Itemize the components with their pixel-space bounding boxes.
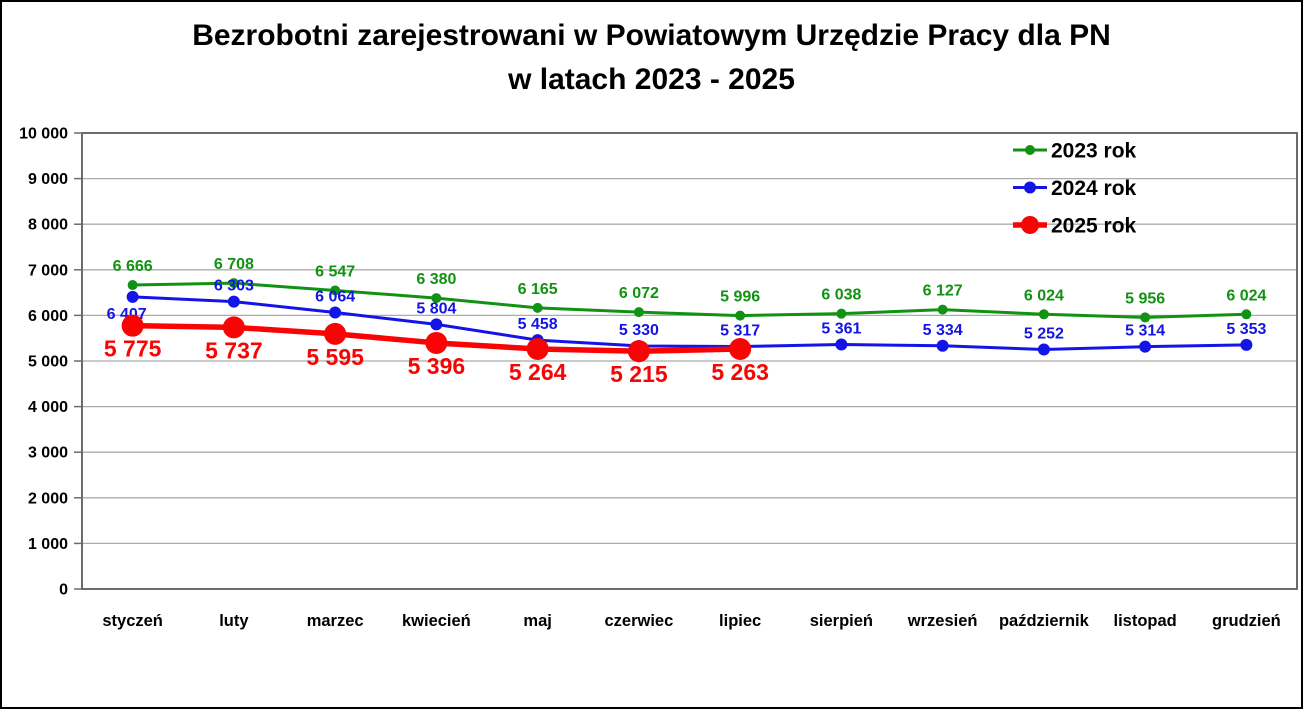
y-axis-label: 7 000 (28, 262, 68, 279)
data-point (324, 322, 347, 345)
data-label: 5 996 (720, 289, 760, 306)
data-label: 6 024 (1226, 287, 1266, 304)
data-point (121, 314, 144, 337)
data-label: 5 804 (416, 300, 456, 317)
data-label: 5 396 (408, 353, 466, 379)
plot-border (81, 132, 1298, 590)
x-axis-label: kwiecień (402, 612, 471, 630)
data-point (330, 285, 341, 296)
series-line-2023-rok (132, 281, 1247, 319)
data-point (532, 302, 543, 313)
data-point (1241, 309, 1252, 320)
data-point (430, 318, 443, 331)
data-point (836, 308, 847, 319)
data-label: 6 072 (619, 285, 659, 302)
x-axis-label: styczeń (102, 612, 163, 630)
data-label: 5 314 (1125, 323, 1165, 340)
x-axis-label: listopad (1113, 612, 1176, 630)
data-label: 6 380 (416, 271, 456, 288)
data-label: 6 165 (518, 281, 558, 298)
chart-title-line1: Bezrobotni zarejestrowani w Powiatowym U… (192, 19, 1111, 52)
chart-title-line2: w latach 2023 - 2025 (508, 63, 795, 96)
legend-marker (1021, 216, 1039, 234)
legend-label: 2023 rok (1051, 140, 1137, 163)
data-label: 6 666 (113, 258, 153, 275)
legend-marker (1025, 145, 1035, 155)
data-label: 5 353 (1226, 321, 1266, 338)
data-label: 5 361 (821, 321, 861, 338)
data-label: 5 595 (306, 344, 364, 370)
data-point (937, 304, 948, 315)
y-axis-label: 1 000 (28, 536, 68, 553)
data-label: 5 775 (104, 336, 162, 362)
x-axis-label: marzec (307, 612, 364, 630)
data-label: 6 064 (315, 288, 355, 305)
data-label: 5 334 (923, 322, 963, 339)
data-label: 6 547 (315, 263, 355, 280)
x-axis-label: grudzień (1212, 612, 1281, 630)
data-point (627, 340, 650, 363)
data-point (228, 278, 239, 289)
data-label: 6 127 (923, 283, 963, 300)
data-label: 6 024 (1024, 287, 1064, 304)
data-label: 5 956 (1125, 290, 1165, 307)
x-axis-label: sierpień (810, 612, 873, 630)
data-point (526, 337, 549, 360)
data-point (936, 339, 949, 352)
data-label: 5 737 (205, 337, 263, 363)
legend-label: 2024 rok (1051, 177, 1137, 200)
data-point (735, 310, 746, 321)
x-axis-label: wrzesień (907, 612, 978, 630)
data-point (425, 331, 448, 354)
data-label: 5 330 (619, 322, 659, 339)
data-label: 6 038 (821, 287, 861, 304)
y-axis-label: 6 000 (28, 308, 68, 325)
y-axis-label: 0 (59, 582, 68, 599)
data-point (127, 280, 138, 291)
data-label: 6 303 (214, 278, 254, 295)
legend-label: 2025 rok (1051, 215, 1137, 238)
data-point (1139, 340, 1152, 353)
data-point (1037, 343, 1050, 356)
data-point (633, 307, 644, 318)
y-axis-label: 9 000 (28, 171, 68, 188)
y-axis-label: 2 000 (28, 490, 68, 507)
data-point (835, 338, 848, 351)
data-point (126, 290, 139, 303)
x-axis-label: luty (219, 612, 249, 630)
data-label: 5 252 (1024, 326, 1064, 343)
data-label: 6 708 (214, 256, 254, 273)
x-axis-label: czerwiec (604, 612, 673, 630)
data-point (227, 295, 240, 308)
y-axis-label: 3 000 (28, 445, 68, 462)
data-label: 5 458 (518, 316, 558, 333)
data-point (431, 293, 442, 304)
chart-title: Bezrobotni zarejestrowani w Powiatowym U… (2, 14, 1301, 102)
y-axis-label: 10 000 (19, 126, 68, 143)
x-axis-label: październik (999, 612, 1090, 630)
data-point (729, 338, 752, 361)
x-axis-label: maj (523, 612, 551, 630)
data-label: 5 263 (711, 359, 769, 385)
data-point (329, 306, 342, 319)
y-axis-label: 8 000 (28, 217, 68, 234)
data-point (1140, 312, 1151, 323)
data-label: 5 215 (610, 361, 668, 387)
data-label: 5 264 (509, 359, 567, 385)
data-point (1240, 338, 1253, 351)
data-point (222, 316, 245, 339)
legend-marker (1024, 181, 1036, 194)
series-line-2024-rok (132, 295, 1247, 352)
x-axis-label: lipiec (719, 612, 761, 630)
y-axis-label: 5 000 (28, 354, 68, 371)
data-point (1038, 309, 1049, 320)
data-label: 5 317 (720, 323, 760, 340)
y-axis-label: 4 000 (28, 399, 68, 416)
